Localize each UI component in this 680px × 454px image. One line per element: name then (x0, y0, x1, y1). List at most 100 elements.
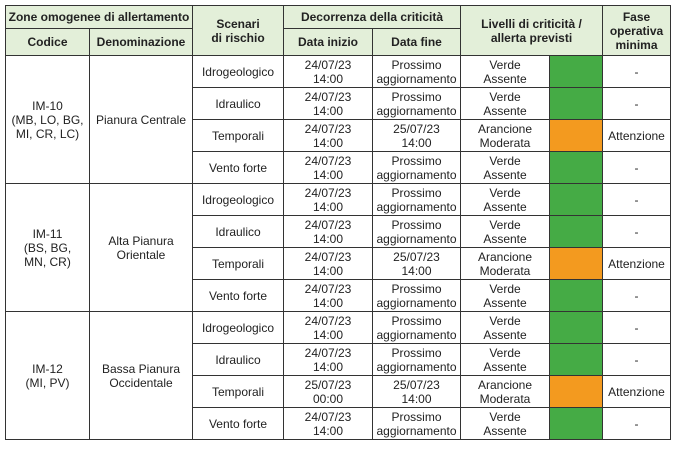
level-color-swatch (549, 183, 603, 216)
level-color-swatch (549, 119, 603, 152)
data-inizio: 24/07/23 14:00 (283, 55, 373, 88)
fase-operativa: - (602, 407, 671, 440)
decorrenza-header: Decorrenza della criticità (283, 5, 461, 29)
table-row: Vento forte 24/07/23 14:00 Prossimo aggior… (6, 279, 671, 312)
data-fine: 25/07/23 14:00 (372, 375, 461, 408)
table-row: Idraulico 24/07/23 14:00 Prossimo aggiorna… (6, 343, 671, 376)
table-row: Vento forte 24/07/23 14:00 Prossimo aggior… (6, 151, 671, 184)
denominazione-header: Denominazione (89, 28, 193, 56)
level-color-swatch (549, 87, 603, 120)
scenario: Idrogeologico (192, 311, 284, 344)
data-inizio: 24/07/23 14:00 (283, 311, 373, 344)
data-inizio: 24/07/23 14:00 (283, 407, 373, 440)
level-color-swatch (549, 55, 603, 88)
fase-operativa: - (602, 343, 671, 376)
table-row: Idraulico 24/07/23 14:00 Prossimo aggiorna… (6, 215, 671, 248)
level-color-swatch (549, 375, 603, 408)
level-color-swatch (549, 215, 603, 248)
data-fine: Prossimo aggiornamento (372, 55, 461, 88)
data-fine-header: Data fine (372, 28, 461, 56)
fase-operativa: - (602, 215, 671, 248)
zone-code: IM-11 (BS, BG, MN, CR) (5, 183, 90, 312)
level-color-swatch (549, 311, 603, 344)
scenario: Vento forte (192, 151, 284, 184)
data-fine: Prossimo aggiornamento (372, 407, 461, 440)
livello: Verde Assente (460, 343, 550, 376)
scenario: Vento forte (192, 279, 284, 312)
table-row: Temporali 24/07/23 14:00 25/07/23 14:00 Ara… (6, 119, 671, 152)
data-fine: Prossimo aggiornamento (372, 311, 461, 344)
data-inizio: 24/07/23 14:00 (283, 87, 373, 120)
scenario: Temporali (192, 119, 284, 152)
data-fine: Prossimo aggiornamento (372, 87, 461, 120)
scenario: Vento forte (192, 407, 284, 440)
table-row: Idraulico 24/07/23 14:00 Prossimo aggiorna… (6, 87, 671, 120)
livello: Verde Assente (460, 215, 550, 248)
livello: Verde Assente (460, 311, 550, 344)
data-inizio: 24/07/23 14:00 (283, 119, 373, 152)
data-inizio: 25/07/23 00:00 (283, 375, 373, 408)
scenario: Idrogeologico (192, 55, 284, 88)
scenario: Idraulico (192, 343, 284, 376)
data-inizio: 24/07/23 14:00 (283, 343, 373, 376)
fase-operativa: - (602, 55, 671, 88)
data-fine: Prossimo aggiornamento (372, 343, 461, 376)
scenario: Idrogeologico (192, 183, 284, 216)
table-row: IM-10 (MB, LO, BG, MI, CR, LC) Pianura Ce… (5, 55, 671, 184)
scenari-header: Scenari di rischio (192, 5, 284, 56)
data-fine: Prossimo aggiornamento (372, 151, 461, 184)
data-inizio: 24/07/23 14:00 (283, 183, 373, 216)
zone-group-header: Zone omogenee di allertamento (5, 5, 193, 29)
fase-header: Fase operativa minima (602, 5, 671, 56)
zone-name: Bassa Pianura Occidentale (89, 311, 193, 440)
fase-operativa: - (602, 151, 671, 184)
level-color-swatch (549, 247, 603, 280)
scenario: Temporali (192, 375, 284, 408)
data-fine: 25/07/23 14:00 (372, 247, 461, 280)
fase-operativa: Attenzione (602, 247, 671, 280)
level-color-swatch (549, 407, 603, 440)
livello: Arancione Moderata (460, 119, 550, 152)
data-inizio: 24/07/23 14:00 (283, 151, 373, 184)
zone-code: IM-10 (MB, LO, BG, MI, CR, LC) (5, 55, 90, 184)
criticality-table: Zone omogenee di allertamento Scenari di… (5, 5, 671, 440)
data-fine: 25/07/23 14:00 (372, 119, 461, 152)
level-color-swatch (549, 343, 603, 376)
livello: Verde Assente (460, 87, 550, 120)
data-fine: Prossimo aggiornamento (372, 183, 461, 216)
scenario: Temporali (192, 247, 284, 280)
data-inizio-header: Data inizio (283, 28, 373, 56)
zone-code: IM-12 (MI, PV) (5, 311, 90, 440)
scenario: Idraulico (192, 215, 284, 248)
livello: Verde Assente (460, 151, 550, 184)
scenario: Idraulico (192, 87, 284, 120)
table-row: Temporali 25/07/23 00:00 25/07/23 14:00 Ara… (6, 375, 671, 408)
livello: Arancione Moderata (460, 375, 550, 408)
zone-name: Pianura Centrale (89, 55, 193, 184)
table-row: IM-11 (BS, BG, MN, CR) Alta Pianura Orien… (5, 183, 671, 312)
zone-name: Alta Pianura Orientale (89, 183, 193, 312)
data-inizio: 24/07/23 14:00 (283, 279, 373, 312)
livello: Verde Assente (460, 407, 550, 440)
level-color-swatch (549, 279, 603, 312)
data-inizio: 24/07/23 14:00 (283, 247, 373, 280)
data-fine: Prossimo aggiornamento (372, 279, 461, 312)
level-color-swatch (549, 151, 603, 184)
fase-operativa: - (602, 183, 671, 216)
fase-operativa: Attenzione (602, 119, 671, 152)
fase-operativa: - (602, 311, 671, 344)
livello: Arancione Moderata (460, 247, 550, 280)
table-row: Temporali 24/07/23 14:00 25/07/23 14:00 Ara… (6, 247, 671, 280)
table-row: Vento forte 24/07/23 14:00 Prossimo aggior… (6, 407, 671, 440)
fase-operativa: - (602, 279, 671, 312)
fase-operativa: - (602, 87, 671, 120)
livelli-header: Livelli di criticità / allerta previsti (460, 5, 603, 56)
data-fine: Prossimo aggiornamento (372, 215, 461, 248)
codice-header: Codice (5, 28, 90, 56)
livello: Verde Assente (460, 55, 550, 88)
livello: Verde Assente (460, 183, 550, 216)
fase-operativa: Attenzione (602, 375, 671, 408)
livello: Verde Assente (460, 279, 550, 312)
data-inizio: 24/07/23 14:00 (283, 215, 373, 248)
table-row: IM-12 (MI, PV) Bassa Pianura Occidentale I… (5, 311, 671, 440)
